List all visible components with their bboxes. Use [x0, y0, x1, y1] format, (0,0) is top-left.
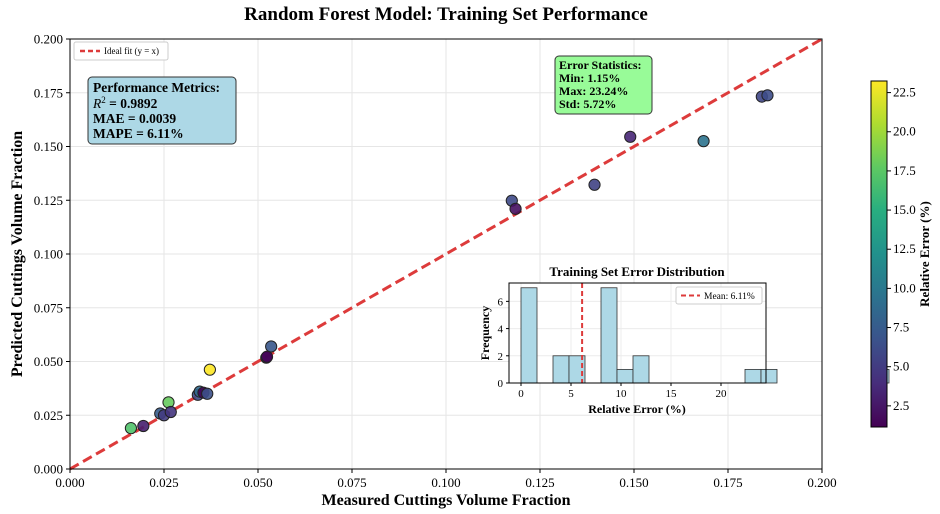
scatter-point [260, 350, 274, 363]
histogram-bar [600, 287, 618, 384]
legend-ideal-fit: Ideal fit (y = x) [104, 46, 159, 56]
colorbar-gradient [870, 80, 888, 428]
scatter-point [509, 202, 522, 215]
x-tick-label: 0.125 [525, 475, 554, 490]
histogram-bar [760, 368, 778, 384]
metrics-mae: MAE = 0.0039 [93, 111, 176, 126]
x-tick-label: 0.175 [713, 475, 742, 490]
error-stats-heading: Error Statistics: [559, 58, 642, 72]
main-axis-ticks: 0.000 0.025 0.050 0.075 0.100 0.125 0.150 0.175… [34, 32, 837, 491]
colorbar-tick-label: 22.5 [893, 85, 916, 100]
metrics-heading: Performance Metrics: [93, 80, 220, 95]
inset-y-tick-label: 2 [498, 351, 504, 363]
inset-y-tick-label: 4 [498, 324, 504, 336]
x-tick-label: 0.075 [337, 475, 366, 490]
scatter-point [697, 135, 710, 148]
y-tick-label: 0.075 [34, 300, 63, 315]
histogram-bar [632, 355, 650, 384]
y-tick-label: 0.025 [34, 408, 63, 423]
metrics-r2: R2 = 0.9892 [92, 95, 158, 111]
colorbar-ticks: 2.5 5.0 7.5 10.0 12.5 15.0 17.5 20.0 22.5 [887, 85, 916, 413]
y-tick-label: 0.050 [34, 354, 63, 369]
colorbar-tick-label: 12.5 [893, 241, 916, 256]
inset-title: Training Set Error Distribution [549, 264, 725, 279]
y-tick-label: 0.000 [34, 462, 63, 477]
inset-x-tick-label: 10 [616, 388, 628, 400]
main-legend: Ideal fit (y = x) [73, 41, 169, 61]
scatter-point [203, 363, 216, 376]
scatter-point [201, 387, 214, 400]
colorbar: 2.5 5.0 7.5 10.0 12.5 15.0 17.5 20.0 22.5 Relati… [870, 80, 932, 428]
y-tick-label: 0.125 [34, 193, 63, 208]
x-axis-label: Measured Cuttings Volume Fraction [321, 492, 570, 509]
histogram-bar [616, 368, 634, 384]
y-tick-label: 0.200 [34, 32, 63, 47]
scatter-point [265, 340, 278, 353]
colorbar-tick-label: 17.5 [893, 163, 916, 178]
inset-y-tick-label: 0 [498, 378, 504, 390]
scatter-point [588, 178, 601, 191]
scatter-point [761, 89, 774, 102]
scatter-point [164, 405, 177, 419]
error-stats-std: Std: 5.72% [559, 97, 616, 111]
error-stats-max: Max: 23.24% [559, 84, 628, 98]
inset-y-label: Frequency [478, 306, 492, 360]
colorbar-tick-label: 2.5 [893, 398, 909, 413]
inset-x-tick-label: 20 [716, 388, 728, 400]
x-tick-label: 0.100 [431, 475, 460, 490]
inset-frame [508, 282, 767, 384]
metrics-mape: MAPE = 6.11% [93, 126, 184, 141]
histogram-bar [520, 287, 538, 384]
inset-legend-mean: Mean: 6.11% [704, 292, 755, 302]
colorbar-tick-label: 10.0 [893, 280, 916, 295]
scatter-point [624, 130, 637, 143]
scatter-point [137, 419, 150, 433]
x-tick-label: 0.025 [149, 475, 178, 490]
error-statistics-box: Error Statistics: Min: 1.15% Max: 23.24%… [554, 55, 653, 115]
inset-x-tick-label: 15 [666, 388, 678, 400]
x-tick-label: 0.050 [243, 475, 272, 490]
inset-x-label: Relative Error (%) [588, 402, 686, 416]
colorbar-tick-label: 15.0 [893, 202, 916, 217]
colorbar-tick-label: 7.5 [893, 320, 909, 335]
colorbar-label: Relative Error (%) [917, 201, 932, 307]
y-tick-label: 0.100 [34, 247, 63, 262]
inset-legend: Mean: 6.11% [675, 286, 763, 305]
y-axis-label: Predicted Cuttings Volume Fraction [9, 131, 26, 377]
data-points [124, 89, 774, 435]
y-tick-label: 0.150 [34, 139, 63, 154]
scatter-point [124, 422, 138, 435]
colorbar-tick-label: 5.0 [893, 359, 909, 374]
x-tick-label: 0.150 [619, 475, 648, 490]
x-tick-label: 0.000 [55, 475, 84, 490]
chart-title: Random Forest Model: Training Set Perfor… [244, 4, 648, 25]
inset-histogram: Training Set Error Distribution 0 5 10 15 20… [478, 264, 890, 416]
histogram-bar [552, 355, 570, 384]
performance-metrics-box: Performance Metrics: R2 = 0.9892 MAE = 0… [87, 76, 237, 145]
colorbar-tick-label: 20.0 [893, 124, 916, 139]
inset-y-tick-label: 6 [498, 296, 504, 308]
histogram-bar [744, 368, 762, 384]
plot-frame [69, 38, 823, 470]
inset-x-tick-label: 0 [518, 388, 524, 400]
error-stats-min: Min: 1.15% [559, 71, 620, 85]
x-tick-label: 0.200 [807, 475, 836, 490]
inset-x-tick-label: 5 [568, 388, 574, 400]
y-tick-label: 0.175 [34, 85, 63, 100]
